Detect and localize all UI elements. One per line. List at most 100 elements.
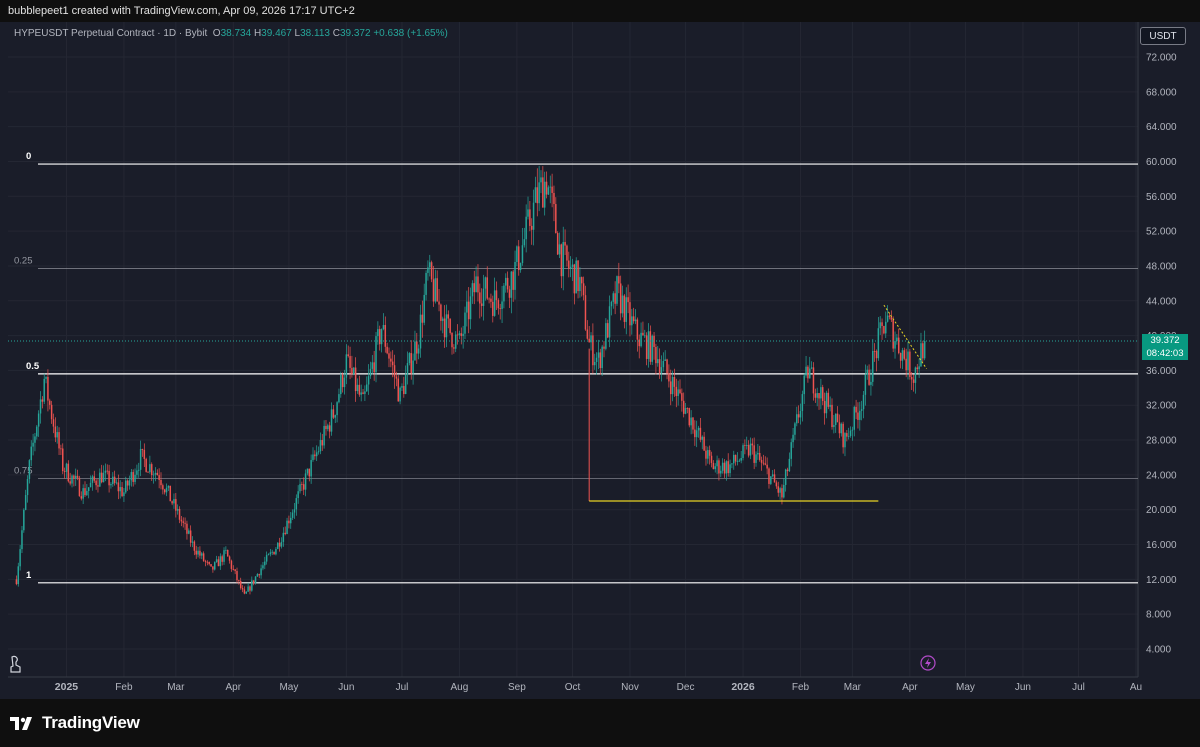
candle bbox=[241, 585, 244, 593]
candle bbox=[371, 355, 374, 375]
candle-body bbox=[173, 499, 175, 504]
measure-icon[interactable] bbox=[8, 654, 24, 674]
candle bbox=[419, 304, 422, 358]
candle bbox=[184, 517, 186, 530]
candle bbox=[777, 481, 780, 497]
candle-body bbox=[284, 532, 286, 535]
candle bbox=[766, 457, 768, 475]
candle-body bbox=[138, 469, 140, 471]
open-value: 38.734 bbox=[220, 28, 252, 39]
candle bbox=[234, 569, 236, 575]
candle-body bbox=[65, 463, 68, 472]
candle-body bbox=[796, 414, 798, 424]
candle-body bbox=[317, 451, 320, 453]
candle bbox=[264, 556, 266, 570]
candle-body bbox=[97, 485, 99, 487]
candle-body bbox=[336, 402, 338, 416]
candle-body bbox=[89, 482, 92, 488]
candle bbox=[138, 462, 140, 478]
candle-body bbox=[636, 319, 639, 340]
currency-button[interactable]: USDT bbox=[1140, 27, 1186, 45]
candle-body bbox=[519, 263, 522, 271]
candle-body bbox=[751, 443, 754, 446]
candle-body bbox=[434, 278, 437, 302]
candle-body bbox=[588, 338, 590, 343]
candle bbox=[892, 316, 894, 353]
candle-body bbox=[890, 316, 893, 320]
grid bbox=[8, 22, 1138, 677]
candle-body bbox=[784, 469, 787, 485]
candle bbox=[469, 287, 472, 330]
candle bbox=[593, 353, 596, 370]
candle bbox=[579, 267, 581, 298]
candle bbox=[156, 469, 159, 476]
candle-body bbox=[662, 360, 665, 368]
candle-body bbox=[814, 393, 817, 398]
candle-body bbox=[707, 450, 709, 459]
candle-body bbox=[21, 530, 23, 550]
flash-icon[interactable] bbox=[920, 655, 936, 671]
candle-body bbox=[805, 366, 807, 376]
candle-body bbox=[273, 551, 275, 555]
candle bbox=[805, 356, 807, 378]
candle-body bbox=[445, 314, 448, 338]
candle-body bbox=[87, 487, 90, 492]
candle bbox=[271, 549, 273, 555]
candle bbox=[369, 361, 372, 379]
candle bbox=[317, 446, 320, 455]
candle bbox=[571, 258, 574, 282]
candle-body bbox=[397, 378, 400, 402]
time-tick-label: May bbox=[279, 682, 298, 693]
candle bbox=[225, 546, 227, 555]
candle bbox=[100, 464, 103, 484]
candle-body bbox=[340, 374, 342, 395]
candle bbox=[794, 421, 796, 440]
candle bbox=[188, 528, 190, 535]
candle-body bbox=[860, 409, 863, 411]
candlestick-chart[interactable]: 72.000 68.000 64.000 60.000 56.000 52.000 48.0… bbox=[0, 0, 1200, 699]
candle-body bbox=[456, 334, 459, 336]
candle-body bbox=[720, 470, 722, 474]
candle bbox=[347, 345, 349, 358]
candle bbox=[603, 341, 605, 358]
candle-body bbox=[334, 415, 336, 418]
candle-body bbox=[278, 542, 281, 547]
candle bbox=[558, 232, 561, 258]
chart-title: bubblepeet1 created with TradingView.com… bbox=[8, 5, 355, 17]
candle bbox=[758, 445, 761, 462]
candle bbox=[39, 391, 42, 424]
candle bbox=[197, 546, 199, 558]
candle-body bbox=[538, 182, 540, 204]
candle-body bbox=[727, 461, 729, 474]
candle bbox=[60, 444, 62, 456]
candle bbox=[243, 586, 246, 595]
candle bbox=[189, 525, 192, 547]
candle-body bbox=[773, 474, 776, 483]
candle-body bbox=[169, 485, 172, 502]
candle-body bbox=[466, 301, 468, 313]
candle-body bbox=[731, 463, 733, 465]
candle bbox=[165, 483, 168, 497]
tradingview-brand[interactable]: TradingView bbox=[10, 713, 140, 733]
candle bbox=[467, 287, 470, 334]
candle bbox=[783, 478, 785, 499]
candle bbox=[690, 410, 692, 435]
candle-body bbox=[360, 392, 362, 395]
time-tick-label: Apr bbox=[226, 682, 242, 693]
candle-body bbox=[771, 474, 774, 477]
candle-body bbox=[52, 419, 55, 427]
candle-body bbox=[184, 522, 186, 524]
candle bbox=[673, 368, 676, 397]
candle-body bbox=[467, 301, 470, 320]
candle bbox=[653, 332, 655, 360]
candle bbox=[803, 373, 805, 404]
candle-body bbox=[569, 266, 572, 269]
candle bbox=[182, 517, 184, 528]
candle-body bbox=[897, 337, 900, 354]
candle-body bbox=[605, 323, 607, 349]
candle bbox=[115, 479, 118, 485]
candle-body bbox=[914, 367, 917, 383]
candle-body bbox=[130, 472, 133, 481]
candle-body bbox=[67, 463, 70, 482]
candle-body bbox=[723, 462, 726, 474]
